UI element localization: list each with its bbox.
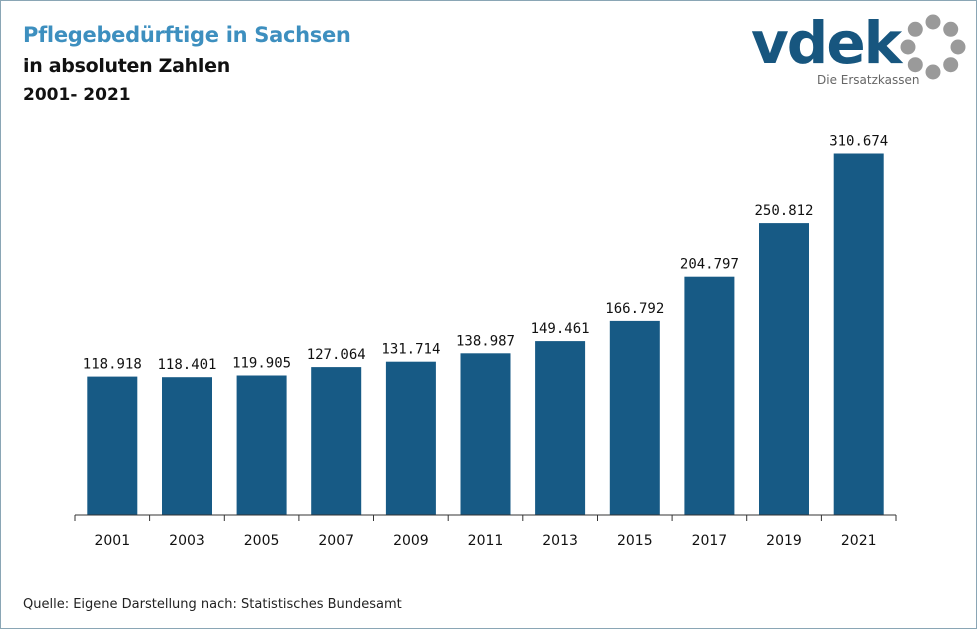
chart-period: 2001- 2021 bbox=[23, 85, 131, 105]
data-label-2005: 119.905 bbox=[232, 356, 291, 372]
bar-2015 bbox=[609, 320, 660, 515]
bar-2007 bbox=[311, 367, 362, 515]
data-label-2019: 250.812 bbox=[754, 203, 813, 219]
x-tick-label-2009: 2009 bbox=[393, 533, 429, 549]
data-label-2011: 138.987 bbox=[456, 333, 515, 349]
bar-2001 bbox=[87, 376, 138, 515]
vdek-logo: vdek Die Ersatzkassen bbox=[749, 11, 969, 91]
x-tick-label-2001: 2001 bbox=[94, 533, 130, 549]
logo-dot bbox=[907, 21, 923, 37]
bar-2019 bbox=[759, 223, 809, 515]
x-tick-label-2007: 2007 bbox=[318, 533, 354, 549]
data-label-2003: 118.401 bbox=[157, 357, 216, 373]
ring-of-dots-icon bbox=[900, 14, 966, 80]
data-label-2017: 204.797 bbox=[680, 257, 739, 273]
data-label-2001: 118.918 bbox=[83, 357, 142, 373]
x-tick-label-2017: 2017 bbox=[692, 533, 728, 549]
bar-2013 bbox=[535, 341, 586, 515]
bar-2011 bbox=[460, 353, 511, 515]
bar-2021 bbox=[833, 153, 884, 515]
bar-2009 bbox=[385, 361, 436, 515]
source-note: Quelle: Eigene Darstellung nach: Statist… bbox=[23, 597, 402, 612]
x-tick-label-2011: 2011 bbox=[468, 533, 504, 549]
x-tick-label-2003: 2003 bbox=[169, 533, 205, 549]
logo-tagline: Die Ersatzkassen bbox=[817, 73, 920, 87]
data-label-2021: 310.674 bbox=[829, 134, 888, 150]
logo-dot bbox=[907, 57, 923, 73]
x-tick-label-2015: 2015 bbox=[617, 533, 653, 549]
logo-dot bbox=[925, 14, 941, 30]
data-label-2007: 127.064 bbox=[307, 347, 366, 363]
chart-title: Pflegebedürftige in Sachsen bbox=[23, 23, 351, 47]
data-label-2009: 131.714 bbox=[381, 342, 440, 358]
bar-2003 bbox=[162, 377, 212, 515]
x-tick-label-2005: 2005 bbox=[244, 533, 280, 549]
x-tick-label-2013: 2013 bbox=[542, 533, 578, 549]
logo-dot bbox=[943, 57, 959, 73]
logo-dot bbox=[900, 39, 916, 55]
x-tick-label-2021: 2021 bbox=[841, 533, 877, 549]
bar-2005 bbox=[236, 375, 287, 515]
bar-2017 bbox=[684, 276, 735, 515]
data-label-2015: 166.792 bbox=[605, 301, 664, 317]
x-tick-label-2019: 2019 bbox=[766, 533, 802, 549]
logo-dot bbox=[925, 64, 941, 80]
logo-dot bbox=[943, 21, 959, 37]
chart-subtitle: in absoluten Zahlen bbox=[23, 55, 230, 77]
data-label-2013: 149.461 bbox=[531, 321, 590, 337]
bar-chart: 118.918 2001 118.401 2003 119.905 2005 127.064… bbox=[74, 134, 897, 549]
logo-wordmark: vdek bbox=[751, 9, 902, 77]
logo-dot bbox=[950, 39, 966, 55]
